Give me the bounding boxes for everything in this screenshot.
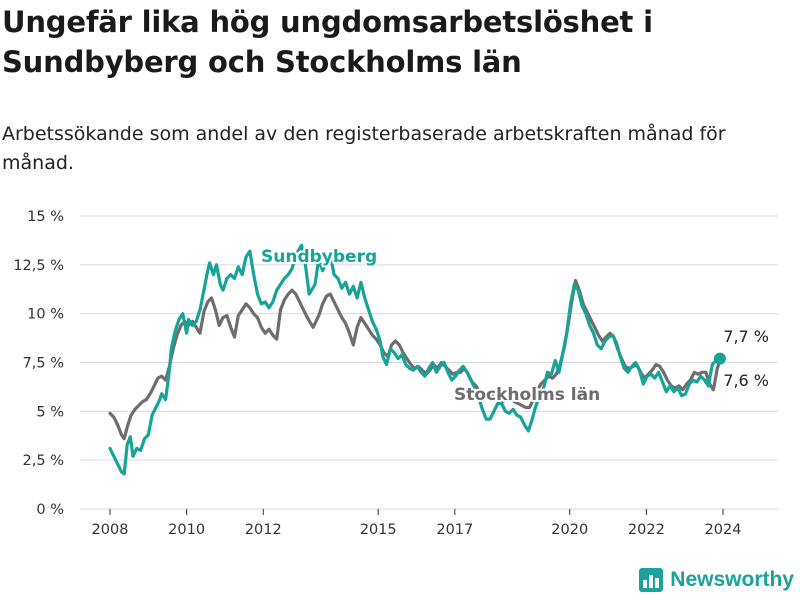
newsworthy-logo: Newsworthy (639, 568, 794, 592)
series-lines (108, 243, 726, 476)
y-tick-label: 2,5 % (23, 453, 64, 469)
series-endpoint-sundbyberg (713, 352, 726, 365)
chart-title: Ungefär lika hög ungdomsarbetslöshet i S… (2, 5, 653, 79)
x-tick-label: 2022 (628, 522, 665, 538)
x-tick-label: 2015 (360, 522, 397, 538)
y-tick-label: 12,5 % (13, 258, 64, 274)
chart-subtitle: Arbetssökande som andel av den registerb… (2, 123, 726, 174)
x-tick-label: 2008 (92, 522, 129, 538)
x-tick-label: 2012 (245, 522, 282, 538)
bar-chart-icon (639, 568, 664, 592)
chart-labels: 0 % 2,5 % 5 % 7,5 % 10 % 12,5 % 15 % 2008 2010 20… (13, 209, 770, 538)
y-tick-label: 10 % (27, 307, 64, 323)
x-tick-label: 2024 (705, 522, 742, 538)
series-line-sundbyberg (108, 243, 722, 476)
y-tick-label: 5 % (36, 404, 64, 420)
y-tick-label: 7,5 % (23, 356, 64, 372)
series-label-stockholms-lan: Stockholms län (454, 385, 600, 405)
y-tick-label: 15 % (27, 209, 64, 225)
end-value-label-sundbyberg: 7,7 % (723, 327, 769, 346)
x-tick-label: 2017 (436, 522, 473, 538)
end-value-label-stockholms-lan: 7,6 % (723, 371, 769, 390)
gridlines (80, 215, 778, 515)
series-label-sundbyberg: Sundbyberg (261, 247, 377, 267)
y-tick-label: 0 % (36, 502, 64, 518)
x-tick-label: 2010 (168, 522, 205, 538)
brand-name: Newsworthy (670, 568, 794, 591)
x-tick-label: 2020 (551, 522, 588, 538)
